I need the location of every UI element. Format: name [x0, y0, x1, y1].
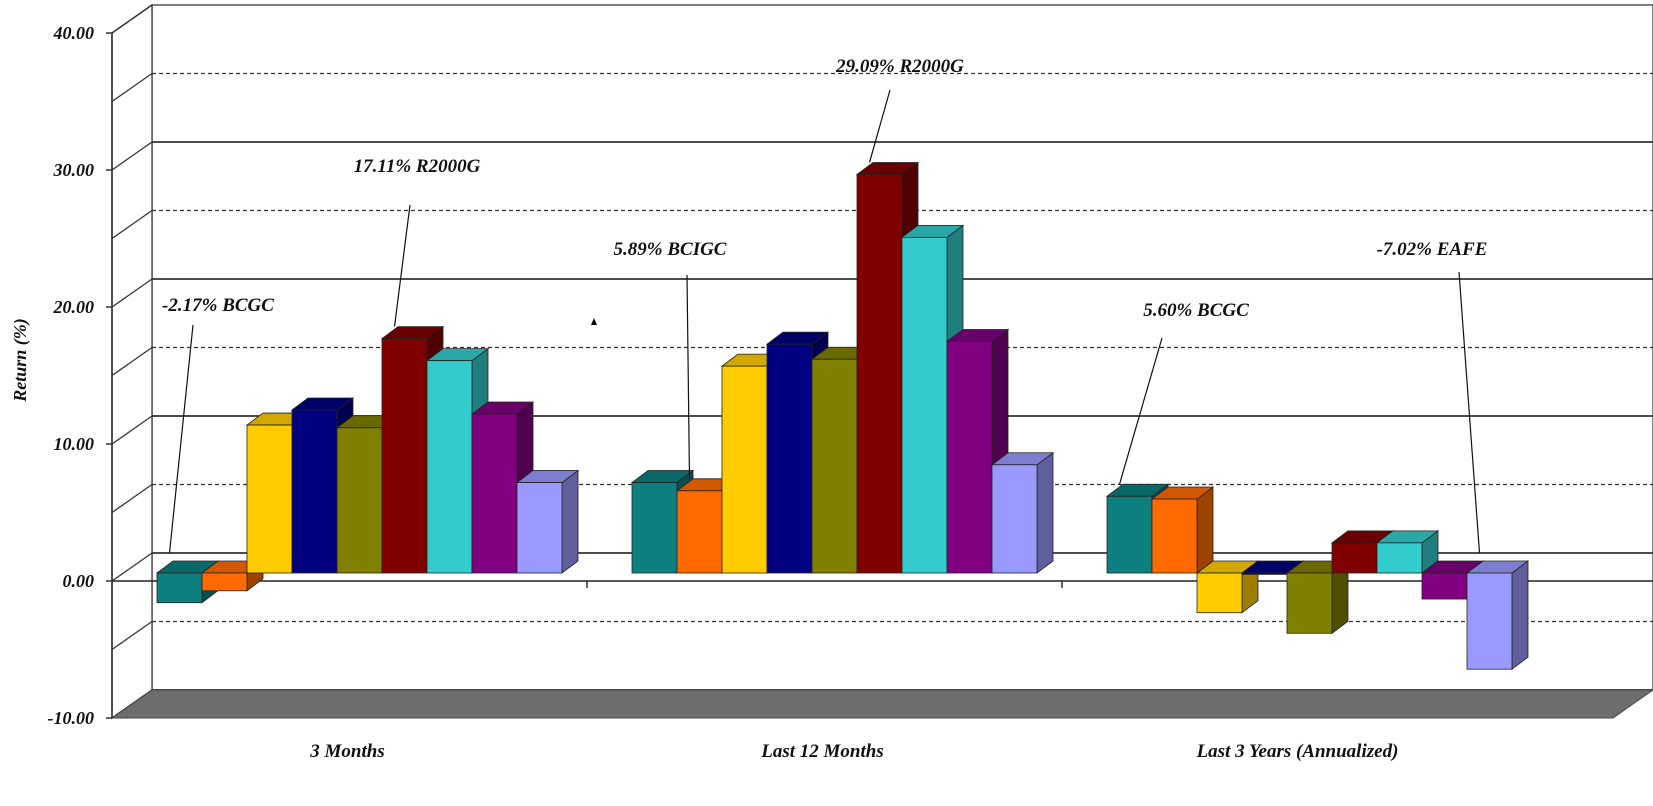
bar-front [856, 174, 903, 574]
y-tick-label: 10.00 [54, 434, 95, 454]
bar-front [156, 572, 203, 604]
bar [1465, 560, 1530, 670]
annotation-label: 5.60% BCGC [1143, 300, 1249, 321]
gridline-side [111, 620, 153, 651]
bar-front [946, 341, 993, 574]
annotation-label: -2.17% BCGC [162, 295, 274, 316]
gridline-side [111, 72, 153, 103]
annotation-leader [393, 204, 411, 327]
gridline-side [111, 4, 153, 34]
annotation-leader [868, 89, 891, 163]
bar-side [1036, 451, 1054, 574]
bar-front [721, 365, 768, 574]
bar-front [1196, 572, 1243, 614]
bar-front [291, 409, 338, 574]
bar-front [471, 413, 518, 574]
gridline-side [111, 346, 153, 377]
bar-front [1466, 572, 1513, 670]
bar-front [1421, 572, 1468, 600]
bar-front [516, 482, 563, 574]
y-tick-label: 40.00 [53, 23, 95, 43]
gridline-side [111, 209, 153, 240]
gridline-side [111, 552, 153, 582]
y-tick-labels: -10.00 0.00 10.00 20.00 30.00 40.00 [48, 23, 95, 728]
bar [990, 451, 1055, 574]
gridline-side [111, 483, 153, 514]
marker-arrow-icon [591, 318, 597, 325]
bar-front [381, 338, 428, 574]
gridline-side [111, 415, 153, 445]
bar [515, 469, 580, 574]
y-axis-title: Return (%) [10, 318, 31, 403]
category-label: Last 12 Months [760, 741, 883, 762]
bar-front [246, 424, 293, 574]
y-tick-label: 20.00 [53, 297, 95, 317]
bar-front [1376, 542, 1423, 574]
annotation-leader [1118, 337, 1163, 485]
floor-plane [110, 689, 1653, 719]
annotation-label: 29.09% R2000G [835, 56, 964, 77]
gridline-side [111, 278, 153, 308]
bar-front [336, 427, 383, 574]
bar-front [426, 360, 473, 574]
bar-front [676, 490, 723, 574]
bar-side [1511, 560, 1529, 670]
category-label: Last 3 Years (Annualized) [1196, 741, 1399, 762]
bar-front [631, 482, 678, 574]
bar [1150, 486, 1215, 574]
bar-front [1106, 495, 1153, 574]
bar-front [991, 464, 1038, 574]
bar-front [201, 572, 248, 592]
bar-side [561, 469, 579, 574]
bar-front [1151, 498, 1198, 574]
bar-front [811, 358, 858, 574]
annotations-layer: -2.17% BCGC 17.11% R2000G 5.89% BCIGC 29.09… [162, 56, 1488, 554]
bar-front [1286, 572, 1333, 634]
y-tick-label: 0.00 [63, 571, 95, 591]
y-tick-label: -10.00 [48, 708, 95, 728]
gridline-side [111, 141, 153, 171]
bar-front [766, 343, 813, 574]
annotation-label: -7.02% EAFE [1377, 239, 1488, 260]
annotation-leader [168, 324, 194, 554]
bar [1375, 530, 1440, 574]
annotation-leader [686, 274, 691, 479]
bar [1195, 560, 1260, 614]
bar-front [901, 236, 948, 574]
bar-side [1196, 486, 1214, 574]
bar-front [1241, 572, 1288, 575]
y-tick-label: 30.00 [53, 160, 95, 180]
category-labels: 3 Months Last 12 Months Last 3 Years (Annu… [309, 741, 1398, 762]
chart-floor [110, 689, 1653, 719]
annotation-label: 17.11% R2000G [354, 156, 481, 177]
annotation-label: 5.89% BCIGC [614, 239, 727, 260]
bar-front [1331, 542, 1378, 574]
annotation-leader [1458, 271, 1481, 554]
bars-layer [155, 161, 1530, 670]
category-label: 3 Months [309, 741, 384, 762]
